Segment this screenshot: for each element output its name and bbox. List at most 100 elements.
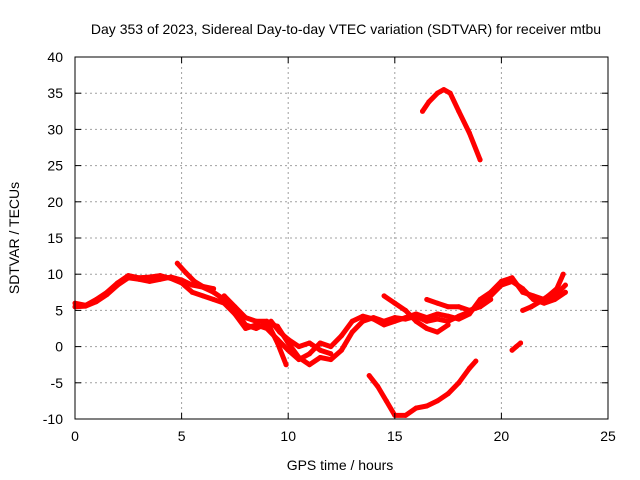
data-point [317, 347, 323, 353]
data-point [307, 351, 312, 357]
data-point [445, 318, 451, 324]
data-point [441, 87, 447, 93]
data-point [562, 289, 568, 295]
data-point [375, 383, 381, 389]
data-point [136, 275, 142, 281]
data-point [93, 297, 99, 302]
y-tick-label: 20 [47, 194, 63, 210]
data-point [434, 90, 440, 96]
y-tick-label: 0 [55, 339, 63, 355]
data-point [554, 286, 560, 292]
data-point [168, 276, 174, 281]
data-point [285, 336, 291, 342]
data-point [268, 318, 274, 324]
x-tick-label: 20 [494, 428, 510, 444]
data-point [243, 326, 249, 331]
data-point [545, 293, 551, 299]
data-point [513, 344, 519, 350]
y-tick-label: 5 [55, 302, 63, 318]
data-point [381, 293, 387, 299]
data-point [403, 307, 408, 313]
data-point [413, 318, 419, 324]
data-point [477, 304, 483, 310]
data-point [221, 300, 227, 306]
data-point [466, 311, 472, 317]
data-point [562, 282, 568, 288]
data-point [424, 318, 430, 324]
data-point [445, 391, 451, 397]
data-point [518, 340, 524, 346]
y-tick-label: 30 [47, 121, 63, 137]
x-tick-label: 5 [178, 428, 186, 444]
data-point [530, 293, 536, 299]
y-tick-label: 15 [47, 230, 63, 246]
data-point [509, 275, 515, 281]
y-axis-title: SDTVAR / TECUs [6, 182, 22, 294]
data-point [147, 278, 153, 284]
data-point [413, 405, 419, 411]
data-point [413, 311, 419, 317]
data-point [157, 273, 163, 279]
data-point [434, 300, 440, 306]
x-tick-label: 10 [280, 428, 296, 444]
data-point [445, 304, 451, 310]
y-tick-label: 25 [47, 158, 63, 174]
y-tick-label: 40 [47, 49, 63, 65]
data-point [328, 344, 334, 350]
data-point [424, 315, 430, 321]
data-point [174, 260, 180, 266]
data-point [360, 313, 366, 319]
data-point [339, 333, 344, 339]
data-point [200, 293, 206, 299]
data-point [477, 157, 483, 163]
data-point [243, 315, 249, 321]
data-point [434, 329, 440, 335]
data-point [488, 297, 494, 302]
data-point [307, 362, 312, 368]
data-point [520, 307, 526, 313]
x-tick-label: 0 [71, 428, 79, 444]
x-tick-label: 15 [387, 428, 403, 444]
data-point [104, 289, 110, 295]
data-point [179, 280, 185, 286]
data-point [383, 398, 389, 404]
data-point [473, 358, 479, 364]
data-point [275, 340, 280, 346]
data-point [283, 362, 289, 368]
data-point [403, 412, 408, 418]
data-point [189, 289, 195, 295]
data-point [317, 340, 323, 346]
data-point [434, 316, 440, 322]
data-point [191, 278, 197, 284]
x-tick-label: 25 [600, 428, 616, 444]
data-point [366, 373, 372, 379]
data-point [277, 329, 283, 335]
data-point [488, 289, 494, 295]
data-point [420, 108, 425, 114]
data-point [211, 289, 217, 295]
data-point [445, 322, 451, 328]
data-point [392, 300, 398, 306]
data-point [466, 130, 472, 136]
y-tick-label: -10 [43, 411, 63, 427]
data-point [528, 304, 534, 310]
data-point [466, 307, 472, 313]
data-point [200, 284, 206, 289]
data-point [434, 398, 440, 404]
data-point [371, 316, 376, 322]
data-point [560, 271, 566, 277]
y-tick-label: -5 [51, 375, 64, 391]
grid-lines [75, 57, 608, 419]
data-point [264, 318, 270, 324]
data-point [456, 304, 462, 310]
data-point [147, 274, 153, 280]
data-point [285, 347, 291, 353]
data-point [232, 304, 238, 310]
data-point [403, 315, 408, 321]
data-point [381, 322, 387, 328]
y-tick-label: 35 [47, 85, 63, 101]
data-point [339, 347, 344, 353]
data-point [537, 299, 543, 305]
data-point [328, 351, 334, 357]
data-point [307, 340, 312, 346]
